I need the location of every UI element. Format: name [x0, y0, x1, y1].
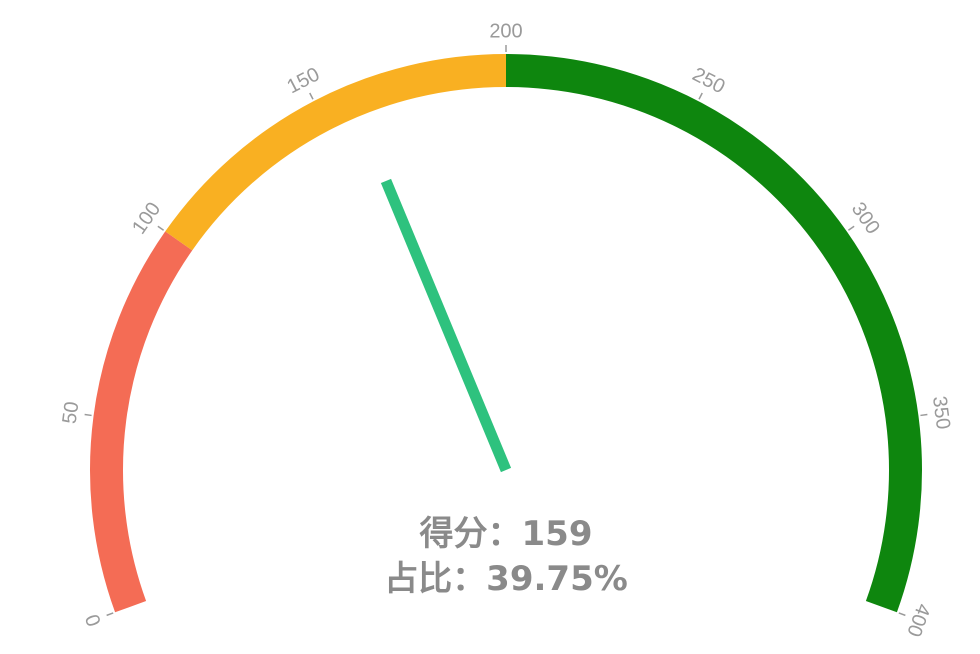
- gauge-tick-0: [106, 612, 114, 617]
- gauge-tick-50: [84, 413, 92, 417]
- gauge-bands: [90, 54, 922, 613]
- gauge-band-2: [165, 54, 507, 251]
- gauge-tick-label-400: 400: [902, 601, 934, 640]
- score-text: 得分：159: [419, 514, 593, 554]
- gauge-tick-350: [920, 413, 928, 417]
- gauge-pointer: [380, 178, 512, 473]
- gauge-tick-label-350: 350: [928, 395, 954, 431]
- gauge-band-3: [505, 54, 922, 613]
- gauge-tick-100: [157, 225, 165, 231]
- gauge-tick-300: [847, 225, 855, 231]
- gauge-tick-label-50: 50: [59, 400, 84, 425]
- gauge-tick-150: [309, 92, 314, 100]
- gauge-tick-label-250: 250: [689, 63, 729, 98]
- gauge-tick-label-200: 200: [489, 20, 522, 42]
- gauge-tick-label-100: 100: [128, 198, 165, 238]
- gauge-tick-250: [698, 92, 703, 100]
- percent-text: 占比：39.75%: [384, 559, 628, 599]
- gauge-ticks: [84, 45, 928, 617]
- gauge-tick-label-0: 0: [82, 611, 106, 629]
- gauge-tick-400: [898, 612, 906, 617]
- gauge-band-1: [90, 231, 193, 613]
- gauge-tick-label-300: 300: [847, 198, 884, 238]
- gauge-tick-label-150: 150: [284, 63, 324, 98]
